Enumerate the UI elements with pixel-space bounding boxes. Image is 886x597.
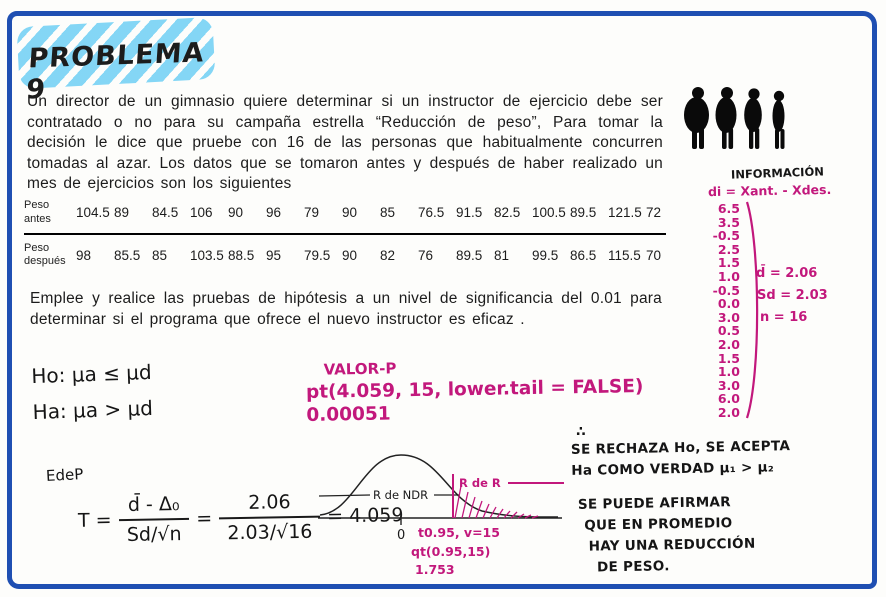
peso-despues-cell: 95: [266, 247, 282, 263]
numerator-symbolic: d̄ - Δ₀: [118, 492, 190, 522]
peso-antes-values: 104.5 89 84.5 106 90 96 79 90 85 76.5 91.5 82.5 100.…: [76, 205, 684, 220]
difference-value: 2.5: [717, 241, 740, 257]
critical-quantile-label: t0.95, v=15: [418, 525, 500, 540]
stat-standard-deviation: Sd = 2.03: [757, 288, 828, 303]
stat-mean-difference: d̄ = 2.06: [756, 266, 818, 281]
t-distribution-sketch: R de NDR 0 R de R t0.95, v=15 qt(0.95,15…: [318, 454, 564, 577]
peso-antes-cell: 91.5: [456, 205, 483, 221]
problem-title-block: PROBLEMA 9: [16, 16, 228, 105]
peso-despues-values: 98 85.5 85 103.5 88.5 95 79.5 90 82 76 89.5 81 99.5 8…: [76, 248, 684, 263]
t-lhs: T =: [77, 509, 112, 532]
conclusion-line: DE PESO.: [596, 558, 670, 576]
difference-value: 1.5: [717, 255, 740, 271]
row-label-peso-despues: Peso después: [24, 241, 66, 268]
null-hypothesis: Ho: μa ≤ μd: [30, 359, 153, 389]
difference-value: -0.5: [712, 228, 740, 244]
peso-antes-cell: 89.5: [570, 205, 597, 221]
peso-antes-cell: 96: [266, 205, 282, 221]
peso-antes-cell: 106: [190, 205, 213, 221]
difference-value: 6.0: [717, 391, 740, 407]
peso-antes-cell: 84.5: [152, 205, 179, 221]
therefore-symbol: ∴: [576, 424, 586, 440]
difference-value: 3.0: [717, 309, 740, 325]
hypotheses-block: Ho: μa ≤ μd Ha: μa > μd: [31, 354, 154, 430]
peso-antes-cell: 82.5: [494, 205, 521, 221]
peso-despues-cell: 99.5: [532, 247, 559, 263]
difference-value: 2.0: [717, 336, 740, 352]
leader-line-left: [318, 494, 371, 497]
peso-antes-cell: 104.5: [76, 205, 110, 221]
difference-value: 0.0: [717, 296, 740, 312]
p-value-expression: pt(4.059, 15, lower.tail = FALSE): [305, 376, 644, 403]
difference-value: 1.0: [717, 268, 740, 284]
peso-antes-cell: 72: [646, 205, 662, 221]
peso-despues-cell: 82: [380, 247, 396, 263]
denominator-numeric: 2.03/√16: [227, 520, 313, 545]
peso-despues-cell: 79.5: [304, 247, 331, 263]
peso-antes-cell: 89: [114, 205, 130, 221]
difference-value: 3.0: [717, 377, 740, 393]
peso-antes-cell: 121.5: [608, 205, 642, 221]
zero-label: 0: [397, 528, 405, 543]
differences-column: 6.5 3.5 -0.5 2.5 1.5 1.0 -0.5 0.0 3.0 0.5 2.0 1.5 1.…: [700, 202, 740, 420]
weights-table: Peso antes 104.5 89 84.5 106 90 96 79 90 85 76.5 9…: [24, 199, 666, 269]
peso-antes-cell: 90: [342, 205, 358, 221]
non-rejection-region-label: R de NDR: [373, 488, 428, 502]
peso-antes-cell: 79: [304, 205, 320, 221]
difference-value: 3.5: [717, 214, 740, 230]
peso-despues-cell: 98: [76, 247, 92, 263]
peso-antes-cell: 76.5: [418, 205, 445, 221]
stat-sample-size: n = 16: [760, 310, 808, 325]
page-border: [7, 11, 877, 589]
bell-curve: [319, 454, 559, 518]
peso-despues-cell: 90: [342, 247, 358, 263]
row-label-peso-antes: Peso antes: [24, 199, 51, 225]
difference-value: 6.5: [717, 201, 740, 216]
fraction-symbolic: d̄ - Δ₀ Sd/√n: [118, 492, 190, 546]
rejection-region-label: R de R: [459, 476, 501, 490]
differences-brace: [745, 201, 759, 419]
peso-despues-cell: 85.5: [114, 247, 141, 263]
difference-value: 1.5: [717, 350, 740, 366]
peso-antes-cell: 90: [228, 205, 244, 221]
peso-despues-cell: 85: [152, 247, 168, 263]
peso-despues-cell: 88.5: [228, 247, 255, 263]
difference-formula: di = Xant. - Xdes.: [707, 181, 832, 200]
critical-value: 1.753: [415, 562, 455, 577]
peso-despues-cell: 89.5: [456, 247, 483, 263]
numerator-numeric: 2.06: [218, 490, 321, 520]
alternative-hypothesis: Ha: μa > μd: [32, 395, 154, 425]
peso-despues-cell: 115.5: [608, 247, 641, 263]
peso-antes-cell: 100.5: [532, 205, 566, 221]
peso-despues-cell: 86.5: [570, 247, 597, 263]
table-row-peso-despues: Peso después 98 85.5 85 103.5 88.5 95 79.5 90 82…: [24, 235, 666, 270]
difference-value: 0.5: [717, 323, 740, 339]
peso-despues-cell: 76: [418, 247, 434, 263]
problem-statement: Un director de un gimnasio quiere determ…: [27, 93, 663, 193]
table-row-peso-antes: Peso antes 104.5 89 84.5 106 90 96 79 90 85 76.5 9…: [24, 199, 666, 235]
peso-despues-cell: 70: [646, 247, 662, 263]
peso-despues-cell: 81: [494, 247, 510, 263]
peso-despues-cell: 103.5: [190, 247, 224, 263]
equals-sign: =: [196, 507, 213, 530]
rejection-hatch: [454, 485, 539, 519]
difference-value: 1.0: [717, 364, 740, 380]
critical-r-code: qt(0.95,15): [411, 544, 490, 559]
peso-antes-cell: 85: [380, 205, 396, 221]
difference-value: 2.0: [717, 404, 740, 420]
p-value-block: VALOR-P pt(4.059, 15, lower.tail = FALSE…: [305, 355, 644, 426]
difference-value: -0.5: [712, 282, 740, 298]
test-statistic-heading: EdeP: [45, 465, 84, 485]
conclusion-line: Ha COMO VERDAD μ₁ > μ₂: [571, 459, 775, 479]
task-statement: Emplee y realice las pruebas de hipótesi…: [30, 290, 662, 328]
fraction-numeric: 2.06 2.03/√16: [218, 490, 321, 545]
weight-loss-silhouettes-icon: [684, 87, 785, 149]
denominator-symbolic: Sd/√n: [126, 523, 182, 546]
conclusion-block: SE RECHAZA Ho, SE ACEPTA Ha COMO VERDAD μ…: [571, 436, 793, 579]
